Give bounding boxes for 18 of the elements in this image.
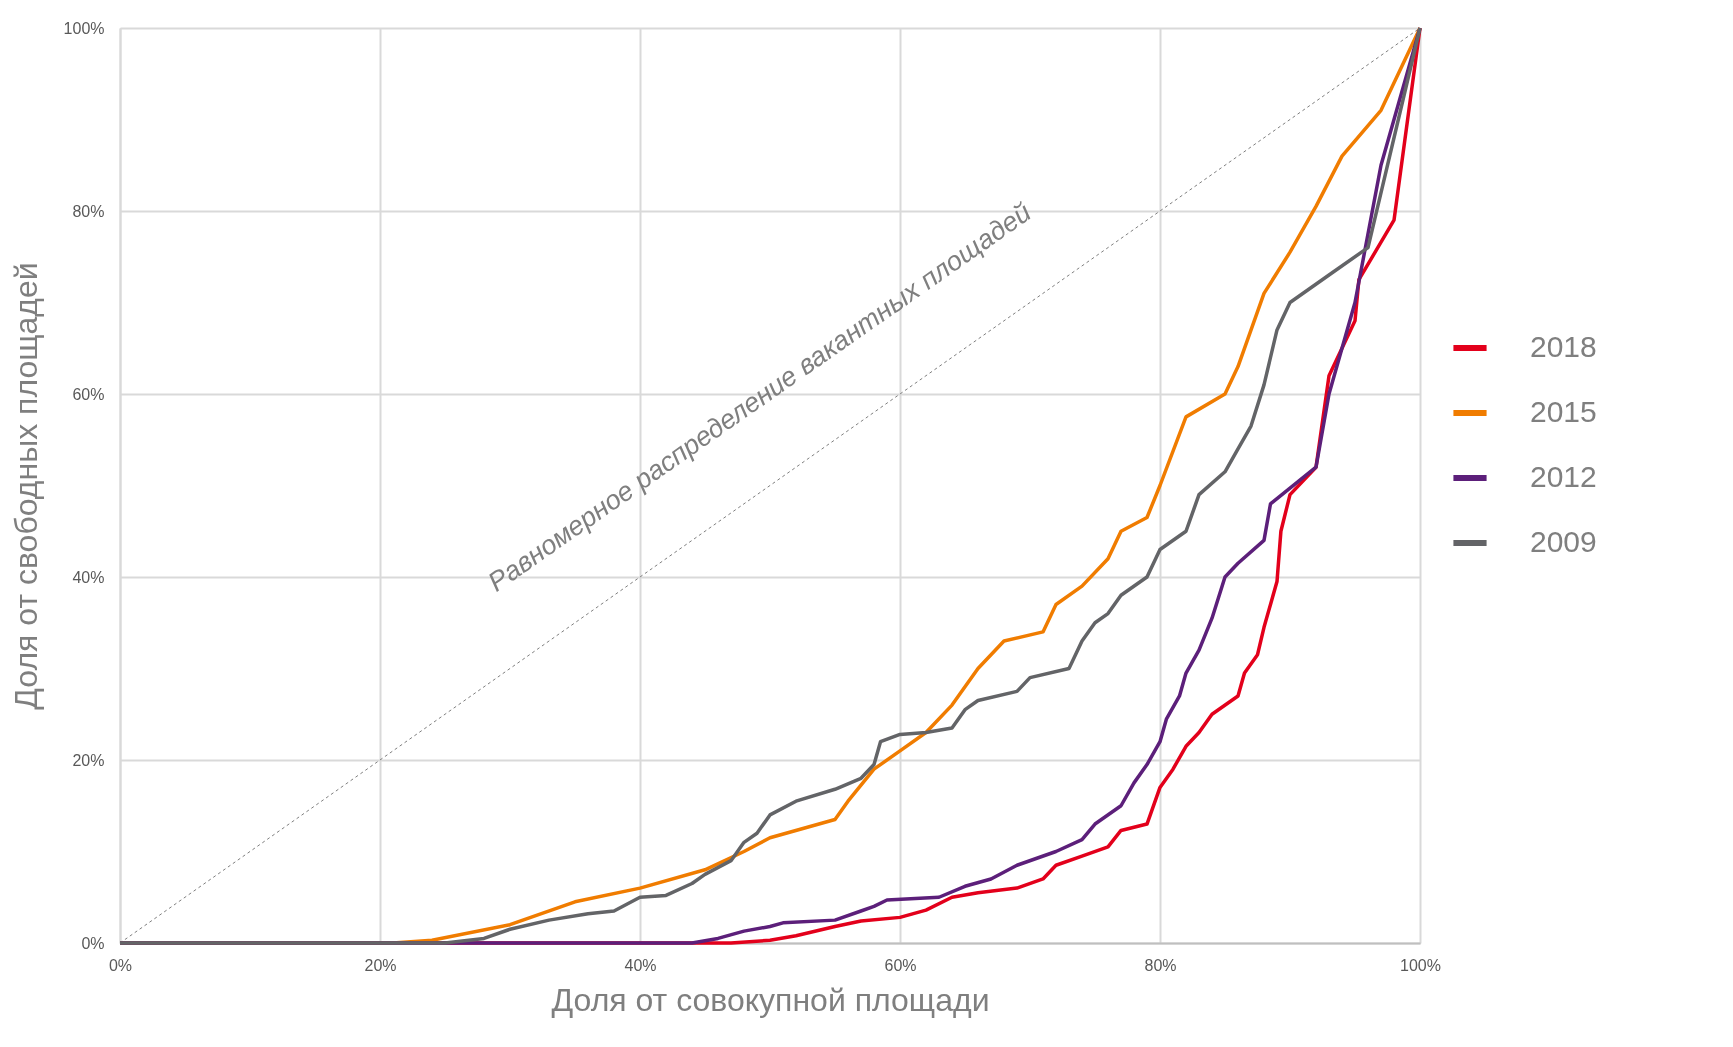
x-tick-label: 100% bbox=[1400, 956, 1441, 974]
y-tick-label: 60% bbox=[72, 385, 105, 403]
legend-label: 2018 bbox=[1530, 330, 1597, 363]
legend-label: 2012 bbox=[1530, 460, 1597, 493]
x-axis-title: Доля от совокупной площади bbox=[551, 981, 990, 1018]
legend-label: 2015 bbox=[1530, 395, 1597, 428]
y-tick-label: 80% bbox=[72, 202, 105, 220]
y-axis-title: Доля от свободных площадей bbox=[7, 262, 44, 710]
x-tick-label: 40% bbox=[624, 956, 657, 974]
y-tick-label: 100% bbox=[63, 19, 105, 37]
x-tick-label: 20% bbox=[364, 956, 397, 974]
x-tick-label: 80% bbox=[1144, 956, 1177, 974]
y-tick-label: 40% bbox=[72, 568, 105, 586]
x-tick-label: 60% bbox=[884, 956, 917, 974]
x-tick-label: 0% bbox=[108, 956, 133, 974]
legend-label: 2009 bbox=[1530, 525, 1597, 558]
y-tick-label: 0% bbox=[81, 934, 105, 952]
y-tick-label: 20% bbox=[72, 751, 105, 769]
